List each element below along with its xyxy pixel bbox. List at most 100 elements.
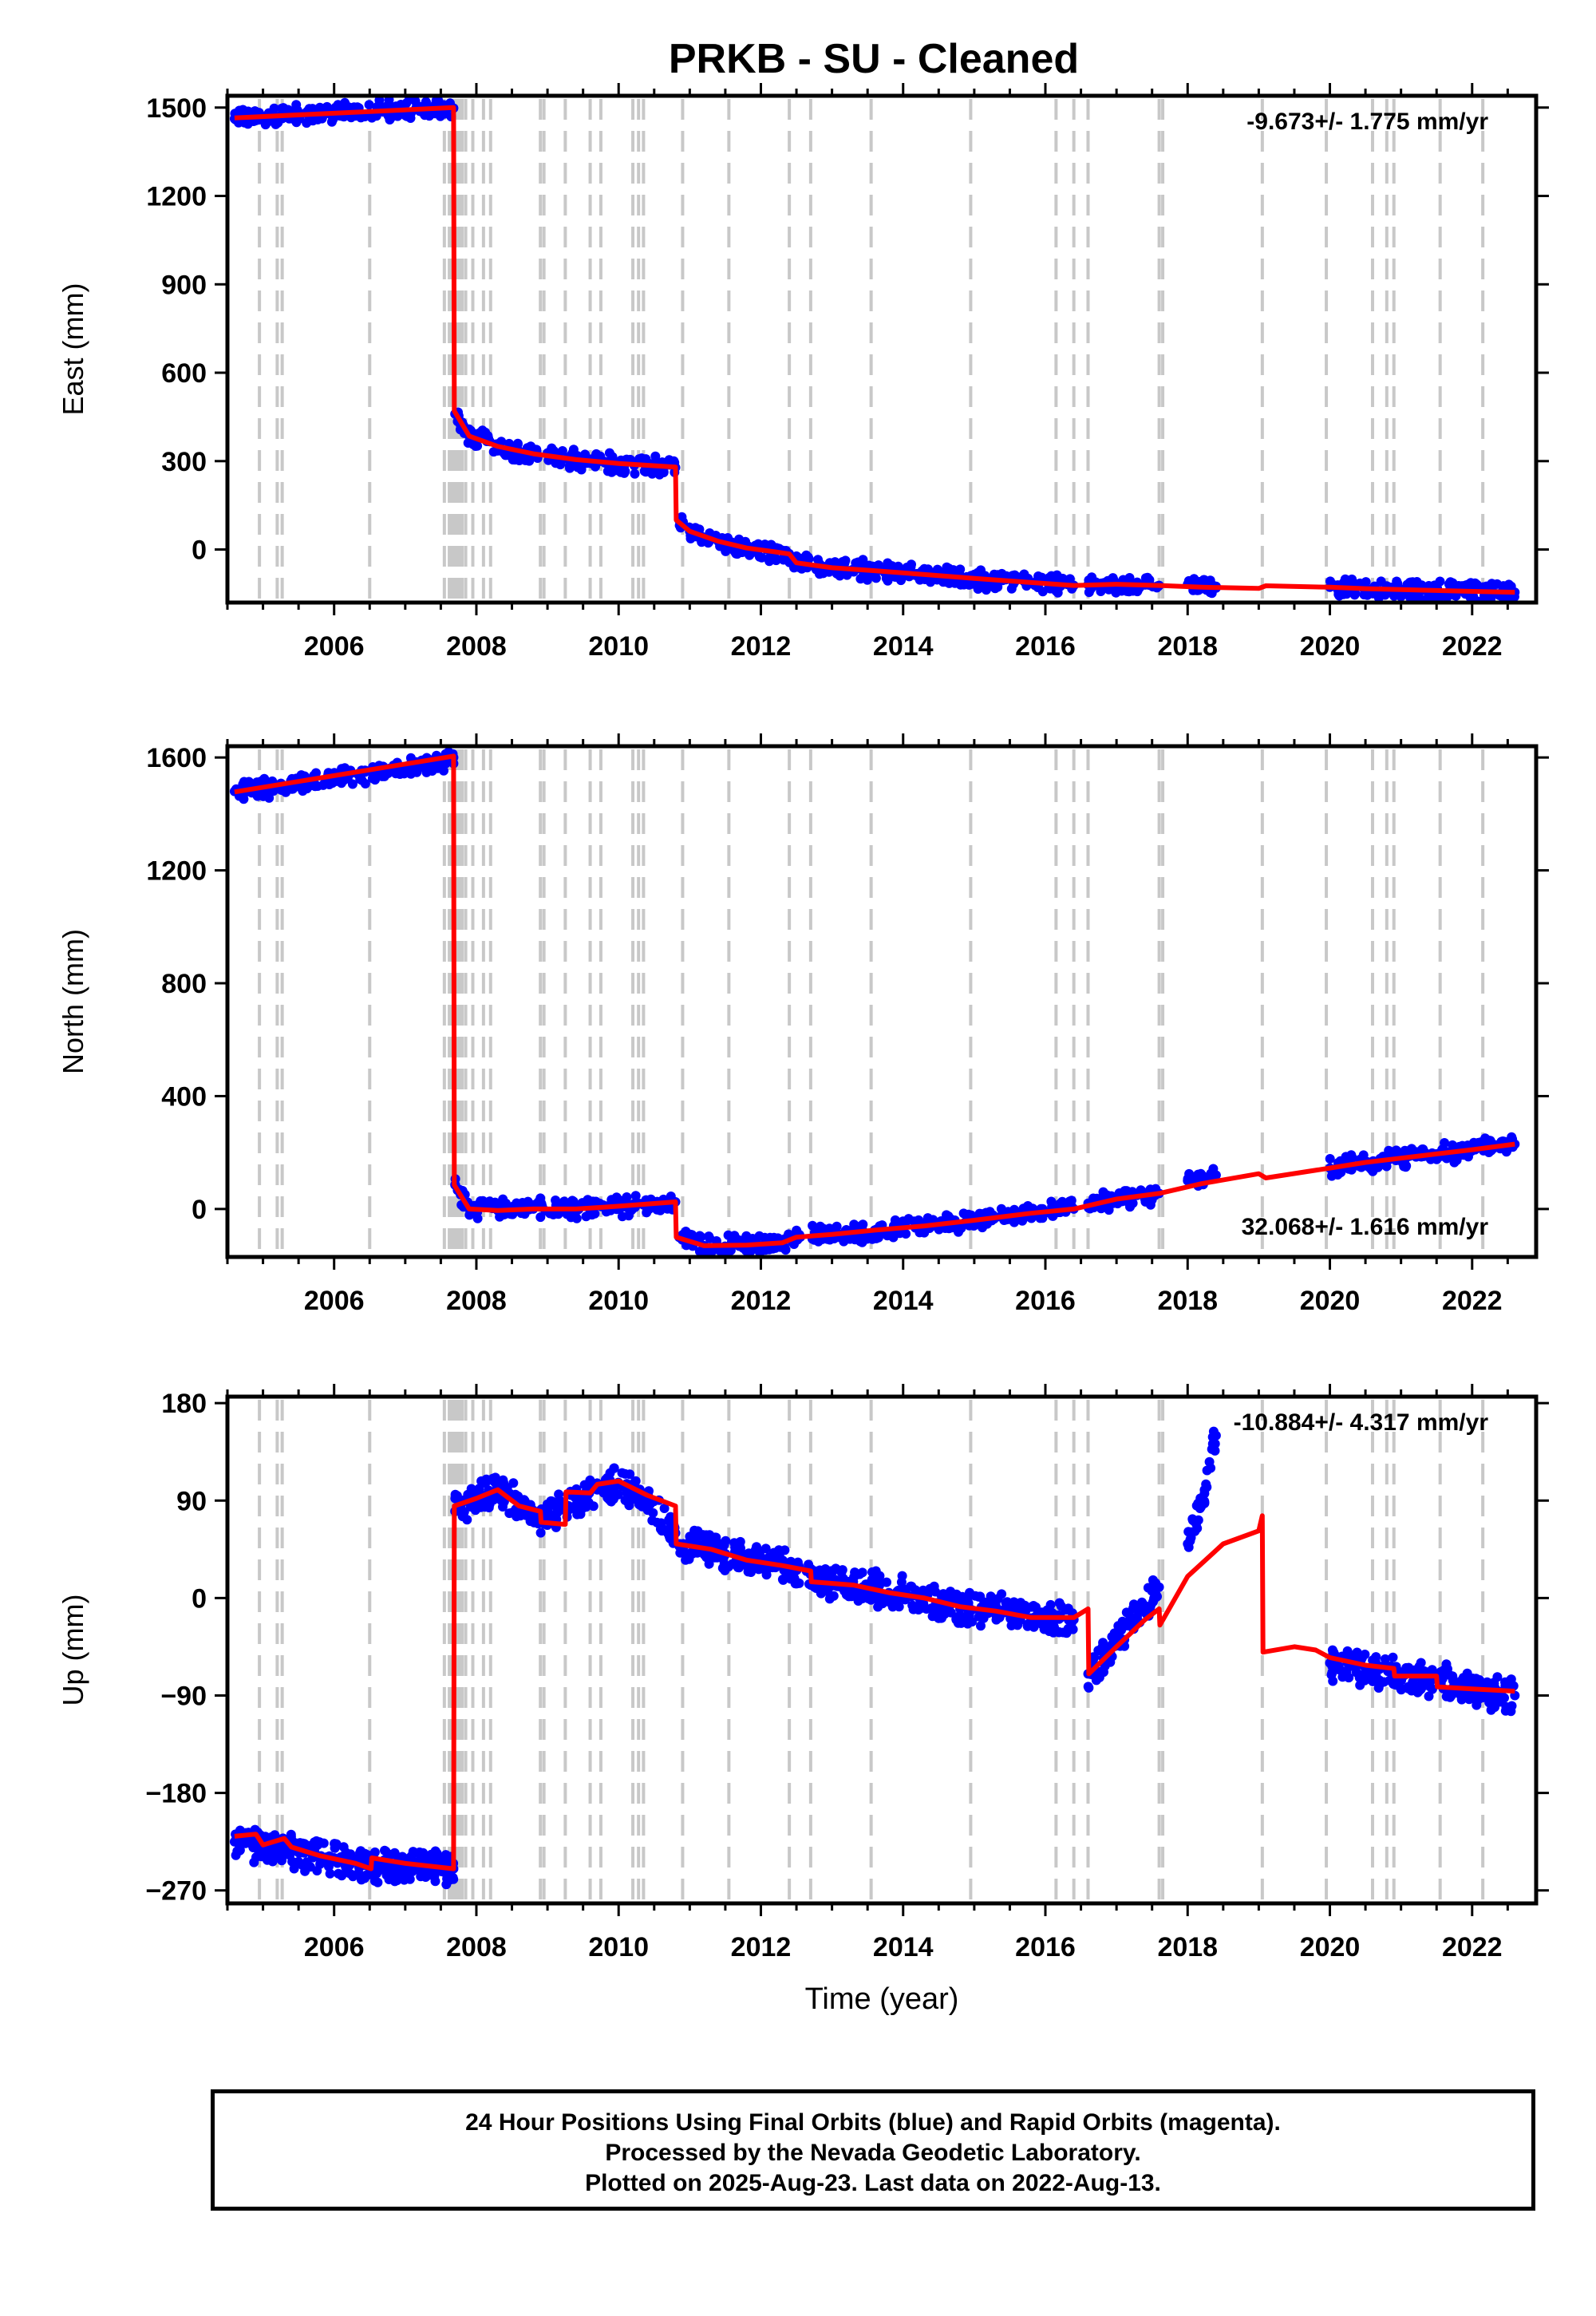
x-tick-label: 2014 bbox=[873, 631, 934, 662]
data-point bbox=[313, 781, 323, 791]
data-point bbox=[1096, 1645, 1106, 1655]
data-point bbox=[1096, 587, 1106, 596]
y-tick-label: 900 bbox=[161, 270, 207, 300]
data-point bbox=[908, 1604, 918, 1614]
data-point bbox=[612, 1489, 622, 1500]
data-point bbox=[384, 96, 394, 105]
data-point bbox=[500, 1198, 511, 1208]
panel-3: 180 90 0 −90 −180 −270 2006 2008 2010 2012 2014 201… bbox=[57, 1384, 1549, 2016]
data-point bbox=[1499, 581, 1508, 591]
data-point bbox=[697, 1530, 708, 1540]
data-point bbox=[837, 1565, 847, 1575]
data-point bbox=[1439, 1665, 1449, 1675]
data-point bbox=[780, 1545, 790, 1555]
data-point bbox=[630, 1191, 641, 1201]
plot-area bbox=[229, 1400, 1520, 1900]
data-point bbox=[521, 1510, 531, 1520]
y-tick-label: 180 bbox=[161, 1389, 207, 1419]
x-tick-label: 2006 bbox=[304, 631, 365, 662]
data-point bbox=[401, 98, 412, 109]
y-tick-label: 1600 bbox=[146, 743, 207, 773]
data-point bbox=[890, 1215, 900, 1225]
data-point bbox=[1044, 573, 1054, 583]
chart-title: PRKB - SU - Cleaned bbox=[668, 36, 1080, 82]
data-point bbox=[711, 1532, 721, 1543]
data-point bbox=[955, 1614, 966, 1624]
data-point bbox=[238, 779, 248, 789]
data-point bbox=[981, 585, 991, 595]
data-point bbox=[1368, 1670, 1378, 1681]
data-point bbox=[934, 1224, 944, 1235]
data-point bbox=[535, 1528, 546, 1538]
data-point bbox=[965, 1587, 974, 1598]
data-point bbox=[364, 100, 374, 110]
data-point bbox=[1440, 1138, 1450, 1148]
data-point bbox=[784, 1572, 795, 1583]
data-point bbox=[664, 1515, 674, 1525]
data-point bbox=[896, 575, 906, 586]
x-tick-label: 2010 bbox=[588, 1286, 649, 1316]
data-point bbox=[1417, 1144, 1428, 1155]
data-point bbox=[958, 1591, 967, 1602]
data-point bbox=[1374, 1680, 1385, 1690]
data-point bbox=[753, 539, 764, 549]
processing-info-line-3: Plotted on 2025-Aug-23. Last data on 202… bbox=[585, 2170, 1161, 2196]
data-point bbox=[974, 1591, 985, 1602]
data-point bbox=[1388, 1652, 1398, 1662]
panel-1: 1500 1200 900 600 300 0 2006 2008 2010 2012 2014 20… bbox=[57, 83, 1549, 662]
data-point bbox=[373, 1877, 383, 1887]
data-point bbox=[1111, 1633, 1121, 1643]
data-point bbox=[1061, 1627, 1071, 1638]
rate-annotation: 32.068+/- 1.616 mm/yr bbox=[1242, 1214, 1489, 1240]
y-tick-label: −180 bbox=[145, 1779, 207, 1809]
data-point bbox=[647, 468, 658, 479]
data-point bbox=[412, 767, 422, 777]
data-point bbox=[1193, 1515, 1203, 1525]
data-point bbox=[1490, 1698, 1500, 1709]
data-point bbox=[554, 1489, 564, 1500]
data-point bbox=[696, 1231, 706, 1242]
x-tick-label: 2018 bbox=[1157, 1286, 1218, 1316]
x-tick-label: 2020 bbox=[1300, 631, 1361, 662]
data-point bbox=[1136, 1185, 1146, 1196]
data-point bbox=[1456, 1675, 1467, 1686]
data-point bbox=[896, 1577, 907, 1587]
y-axis-label: Up (mm) bbox=[57, 1595, 89, 1706]
data-point bbox=[873, 1232, 883, 1243]
data-point bbox=[1424, 1691, 1434, 1701]
data-point bbox=[512, 439, 523, 449]
x-tick-label: 2020 bbox=[1300, 1286, 1361, 1316]
data-point bbox=[697, 537, 707, 547]
data-point bbox=[448, 1874, 459, 1884]
data-point bbox=[325, 1868, 335, 1879]
data-point bbox=[849, 1219, 859, 1230]
data-point bbox=[1444, 1688, 1454, 1698]
x-axis-label: Time (year) bbox=[805, 1982, 959, 2016]
data-point bbox=[421, 97, 431, 107]
data-point bbox=[235, 1845, 245, 1856]
data-point bbox=[512, 1198, 522, 1208]
data-point bbox=[1052, 570, 1062, 580]
data-point bbox=[1401, 1160, 1412, 1171]
data-point bbox=[1472, 579, 1482, 590]
data-point bbox=[929, 1581, 939, 1591]
data-point bbox=[745, 550, 755, 560]
data-point bbox=[470, 441, 480, 451]
data-point bbox=[421, 1867, 432, 1877]
data-point bbox=[720, 1565, 730, 1575]
data-point bbox=[656, 1518, 666, 1528]
y-tick-label: 0 bbox=[192, 536, 207, 566]
data-point bbox=[1500, 1677, 1510, 1687]
data-point bbox=[235, 1825, 245, 1836]
panel-frame bbox=[225, 744, 1539, 1259]
data-point bbox=[571, 1213, 582, 1223]
data-point bbox=[1068, 1624, 1078, 1634]
panel-frame bbox=[225, 1394, 1539, 1906]
data-point bbox=[1407, 593, 1417, 603]
y-axis-label: North (mm) bbox=[57, 929, 89, 1074]
y-axis-label: East (mm) bbox=[57, 283, 89, 416]
panel-frame bbox=[225, 93, 1539, 605]
x-tick-label: 2010 bbox=[588, 1932, 649, 1962]
data-point bbox=[617, 1211, 627, 1222]
data-point bbox=[812, 1225, 822, 1235]
